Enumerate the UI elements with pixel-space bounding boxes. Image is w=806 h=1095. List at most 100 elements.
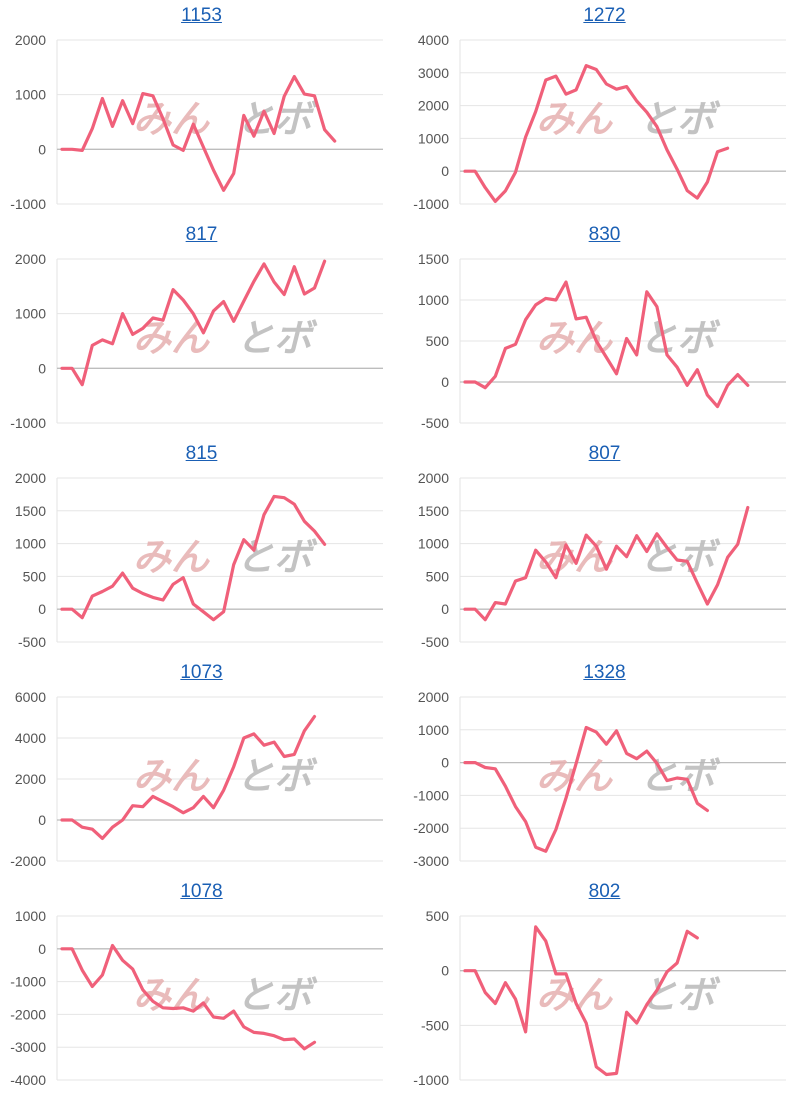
y-tick-label: 2000 — [15, 251, 46, 267]
chart-svg: 1500 1000 500 0 -500 みん とボ — [418, 251, 786, 431]
chart-title-link[interactable]: 802 — [588, 881, 621, 902]
chart-title-link[interactable]: 1153 — [181, 5, 222, 26]
watermark-logo-right: とボ — [639, 318, 721, 360]
series-line — [463, 63, 730, 203]
y-tick-label: -1000 — [413, 1072, 449, 1088]
series-line — [60, 494, 327, 622]
watermark-logo-right: とボ — [236, 756, 318, 798]
chart-panel: 500 0 -500 -1000 みん とボ 802 — [403, 876, 806, 1095]
y-tick-label: -2000 — [413, 820, 449, 836]
y-tick-label: 2000 — [418, 689, 449, 705]
chart-svg: 6000 4000 2000 0 -2000 みん とボ — [10, 689, 383, 869]
y-tick-label: -500 — [18, 634, 46, 650]
y-tick-label: 0 — [38, 601, 46, 617]
y-tick-label: 4000 — [418, 32, 449, 48]
y-tick-label: 500 — [426, 568, 450, 584]
y-tick-label: 1500 — [418, 251, 449, 267]
watermark-logo-left: みん — [536, 318, 613, 360]
y-tick-label: 500 — [426, 333, 450, 349]
series-line — [60, 74, 337, 192]
chart-title-link[interactable]: 1073 — [180, 662, 223, 683]
y-tick-label: 2000 — [15, 771, 46, 787]
series-line — [60, 714, 317, 840]
watermark-logo-left: みん — [536, 756, 613, 798]
y-tick-label: 1000 — [418, 130, 449, 146]
chart-panel: 1000 0 -1000 -2000 -3000 -4000 みん とボ 1078 — [0, 876, 403, 1095]
watermark-logo-left: みん — [536, 99, 613, 141]
y-tick-label: 1000 — [15, 87, 46, 103]
y-tick-label: 500 — [23, 568, 47, 584]
y-tick-label: 500 — [426, 908, 450, 924]
y-tick-label: 0 — [38, 941, 46, 957]
chart-title-link[interactable]: 817 — [185, 224, 218, 245]
y-tick-label: -500 — [421, 634, 449, 650]
chart-panel: 2000 1500 1000 500 0 -500 みん とボ 815 — [0, 438, 403, 657]
y-tick-label: -4000 — [10, 1072, 46, 1088]
y-tick-label: 1000 — [15, 306, 46, 322]
y-tick-label: 2000 — [418, 470, 449, 486]
watermark-logo-left: みん — [133, 756, 210, 798]
y-tick-label: -500 — [421, 415, 449, 431]
chart-title-link[interactable]: 815 — [185, 443, 218, 464]
chart-title-link[interactable]: 1078 — [180, 881, 223, 902]
series-line — [60, 943, 317, 1051]
series-line — [463, 925, 699, 1077]
chart-title-link[interactable]: 830 — [588, 224, 621, 245]
y-tick-label: 3000 — [418, 65, 449, 81]
series-line — [463, 280, 750, 409]
y-tick-label: 1500 — [15, 503, 46, 519]
y-tick-label: -3000 — [10, 1039, 46, 1055]
y-tick-label: 0 — [441, 755, 449, 771]
chart-svg: 1000 0 -1000 -2000 -3000 -4000 みん とボ — [10, 908, 383, 1088]
chart-title-link[interactable]: 1328 — [583, 662, 626, 683]
y-tick-label: 1000 — [418, 722, 449, 738]
chart-panel: 4000 3000 2000 1000 0 -1000 みん とボ 1272 — [403, 0, 806, 219]
series-line — [463, 505, 750, 622]
y-tick-label: -1000 — [10, 196, 46, 212]
y-tick-label: 0 — [441, 163, 449, 179]
chart-panel: 2000 1000 0 -1000 みん とボ 1153 — [0, 0, 403, 219]
series-line — [463, 725, 709, 853]
watermark-logo-right: とボ — [236, 318, 318, 360]
y-tick-label: 1000 — [418, 536, 449, 552]
y-tick-label: -1000 — [413, 196, 449, 212]
y-tick-label: -2000 — [10, 853, 46, 869]
y-tick-label: -1000 — [413, 787, 449, 803]
watermark-logo-left: みん — [133, 537, 210, 579]
y-tick-label: 0 — [441, 374, 449, 390]
chart-title-link[interactable]: 1272 — [583, 5, 626, 26]
y-tick-label: 0 — [441, 601, 449, 617]
y-tick-label: 6000 — [15, 689, 46, 705]
chart-title-link[interactable]: 807 — [588, 443, 621, 464]
y-tick-label: -2000 — [10, 1006, 46, 1022]
y-tick-label: 0 — [441, 963, 449, 979]
y-tick-label: -3000 — [413, 853, 449, 869]
series-line — [60, 259, 327, 387]
watermark-logo-left: みん — [133, 975, 210, 1017]
y-tick-label: 0 — [38, 812, 46, 828]
y-tick-label: 1500 — [418, 503, 449, 519]
chart-panel: 6000 4000 2000 0 -2000 みん とボ 1073 — [0, 657, 403, 876]
chart-panel: 2000 1500 1000 500 0 -500 みん とボ 807 — [403, 438, 806, 657]
watermark-logo-right: とボ — [236, 975, 318, 1017]
y-tick-label: 1000 — [15, 908, 46, 924]
y-tick-label: -1000 — [10, 974, 46, 990]
y-tick-label: 2000 — [15, 470, 46, 486]
chart-panel: 1500 1000 500 0 -500 みん とボ 830 — [403, 219, 806, 438]
y-tick-label: 0 — [38, 141, 46, 157]
chart-panel: 2000 1000 0 -1000 みん とボ 817 — [0, 219, 403, 438]
chart-panel: 2000 1000 0 -1000 -2000 -3000 みん とボ 1328 — [403, 657, 806, 876]
y-tick-label: 1000 — [418, 292, 449, 308]
y-tick-label: 2000 — [15, 32, 46, 48]
y-tick-label: -500 — [421, 1017, 449, 1033]
y-tick-label: 2000 — [418, 98, 449, 114]
y-tick-label: 1000 — [15, 536, 46, 552]
y-tick-label: 0 — [38, 360, 46, 376]
